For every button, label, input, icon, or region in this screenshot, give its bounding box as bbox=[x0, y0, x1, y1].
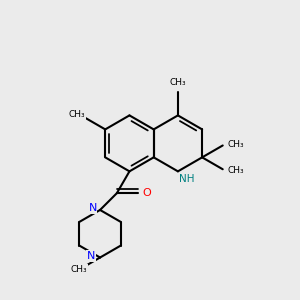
Text: N: N bbox=[88, 203, 97, 214]
Text: CH₃: CH₃ bbox=[228, 140, 244, 148]
Text: CH₃: CH₃ bbox=[169, 78, 186, 87]
Text: CH₃: CH₃ bbox=[70, 265, 87, 274]
Text: NH: NH bbox=[179, 174, 194, 184]
Text: CH₃: CH₃ bbox=[69, 110, 85, 119]
Text: O: O bbox=[142, 188, 151, 198]
Text: CH₃: CH₃ bbox=[228, 166, 244, 175]
Text: N: N bbox=[87, 251, 95, 261]
